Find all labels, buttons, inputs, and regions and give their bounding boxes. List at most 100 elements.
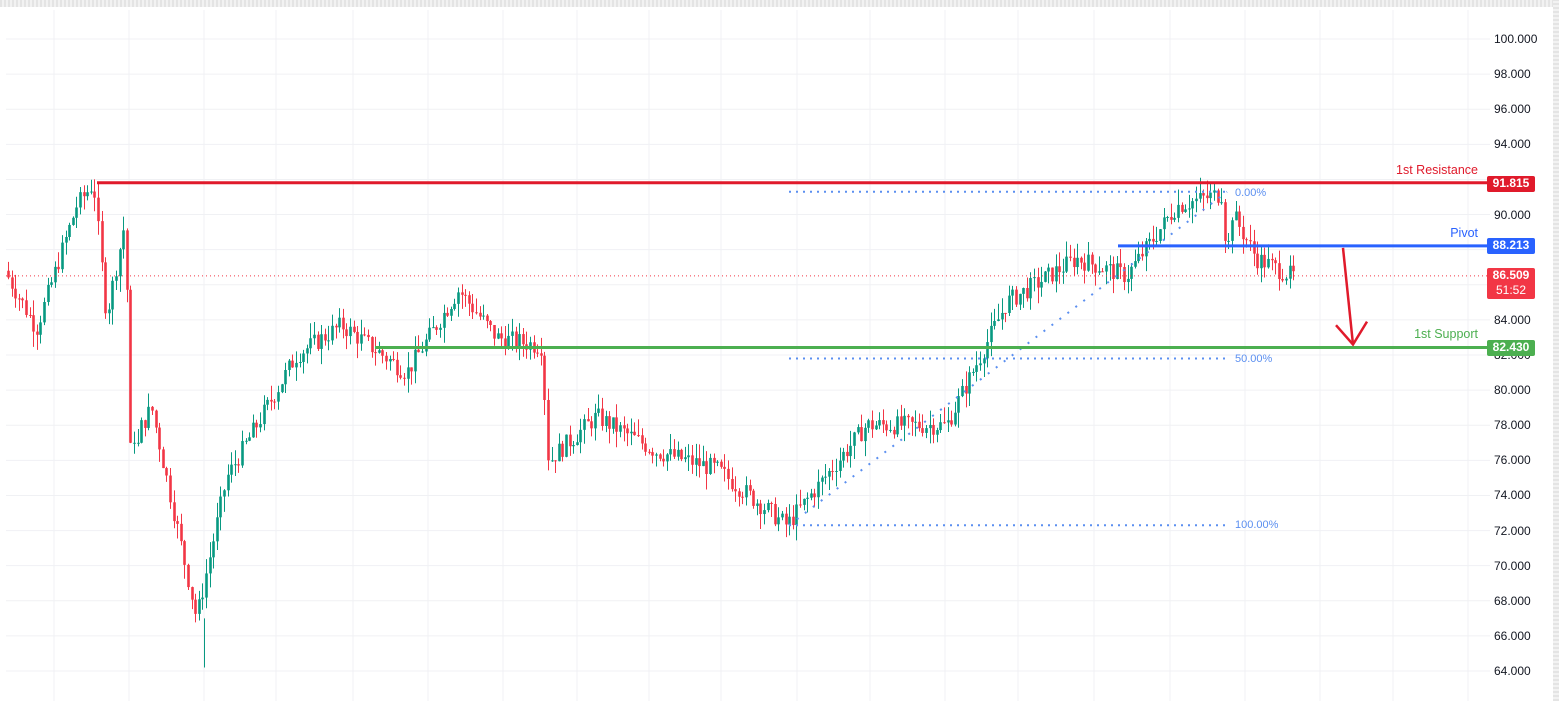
candle-up (320, 334, 323, 349)
candle-up (835, 471, 838, 473)
candle-up (756, 503, 759, 506)
candle-down (18, 298, 21, 300)
candle-down (446, 312, 449, 316)
candle-down (345, 329, 348, 337)
candle-up (842, 451, 845, 461)
candle-up (122, 230, 125, 250)
resistance-label: 1st Resistance (1396, 163, 1478, 177)
candle-down (900, 416, 903, 426)
candle-up (551, 460, 554, 462)
candle-up (1267, 258, 1270, 268)
candle-up (39, 322, 42, 335)
candle-up (313, 334, 316, 339)
candle-up (277, 392, 280, 402)
candle-down (950, 420, 953, 425)
candle-down (410, 367, 413, 372)
candle-up (1011, 289, 1014, 296)
candle-up (954, 412, 957, 425)
candle-up (849, 445, 852, 457)
candle-up (1022, 288, 1025, 294)
last-price-tag: 86.509 51:52 (1487, 268, 1535, 299)
price-tick-label: 78.000 (1494, 418, 1531, 433)
candle-up (518, 334, 521, 347)
candle-down (101, 221, 104, 263)
candle-down (918, 421, 921, 429)
candle-down (1242, 226, 1245, 240)
candle-up (209, 557, 212, 574)
candle-up (1213, 190, 1216, 193)
candle-up (108, 309, 111, 314)
candle-down (698, 458, 701, 467)
candle-up (205, 573, 208, 598)
candle-down (1238, 211, 1241, 227)
candle-down (36, 331, 39, 335)
candle-down (965, 385, 968, 394)
candle-down (601, 408, 604, 426)
candle-down (1292, 265, 1295, 272)
candle-up (281, 384, 284, 393)
candle-up (497, 333, 500, 339)
candle-down (774, 503, 777, 525)
candle-down (633, 431, 636, 436)
candle-up (576, 442, 579, 446)
candle-up (216, 517, 219, 542)
candle-down (540, 353, 543, 356)
candle-up (687, 455, 690, 458)
candle-up (583, 419, 586, 430)
candle-up (439, 327, 442, 330)
candle-up (579, 429, 582, 443)
candle-down (151, 406, 154, 411)
candle-up (425, 339, 428, 352)
candle-down (489, 321, 492, 326)
candle-down (1015, 289, 1018, 305)
candle-up (597, 408, 600, 413)
candle-up (327, 340, 330, 342)
candle-down (273, 401, 276, 403)
candle-down (1101, 271, 1104, 273)
candle-up (630, 431, 633, 434)
candle-up (1134, 261, 1137, 267)
candle-down (144, 420, 147, 428)
candle-up (137, 442, 140, 444)
candle-up (777, 517, 780, 525)
price-tick-label: 84.000 (1494, 312, 1531, 327)
candle-down (399, 375, 402, 378)
candle-down (191, 587, 194, 600)
candle-down (741, 496, 744, 498)
candle-down (392, 358, 395, 360)
candle-down (396, 359, 399, 376)
candle-down (522, 334, 525, 345)
price-tick-label: 68.000 (1494, 593, 1531, 608)
candle-down (25, 300, 28, 315)
candle-up (68, 224, 71, 237)
chart-panel[interactable] (0, 7, 1553, 701)
candle-down (504, 338, 507, 349)
candle-down (11, 277, 14, 289)
candle-down (1058, 266, 1061, 273)
price-tick-label: 74.000 (1494, 488, 1531, 503)
candle-up (133, 442, 136, 444)
fib-trend-line (788, 190, 1228, 527)
candle-down (500, 333, 503, 339)
candle-up (1044, 271, 1047, 282)
candle-down (104, 262, 107, 314)
candle-up (1040, 281, 1043, 288)
candle-up (1235, 211, 1238, 221)
candle-up (65, 236, 68, 243)
candle-down (651, 452, 654, 456)
candle-up (1209, 192, 1212, 199)
candle-down (97, 197, 100, 222)
candle-down (932, 424, 935, 435)
candle-down (813, 493, 816, 498)
candle-up (1008, 295, 1011, 314)
candle-up (997, 319, 1000, 321)
candle-up (914, 421, 917, 423)
candle-down (270, 399, 273, 402)
resistance-price-tag: 91.815 (1487, 176, 1535, 192)
candle-up (903, 415, 906, 426)
candle-down (1073, 257, 1076, 268)
candle-down (1091, 254, 1094, 265)
candle-up (1227, 240, 1230, 242)
candle-down (180, 523, 183, 542)
